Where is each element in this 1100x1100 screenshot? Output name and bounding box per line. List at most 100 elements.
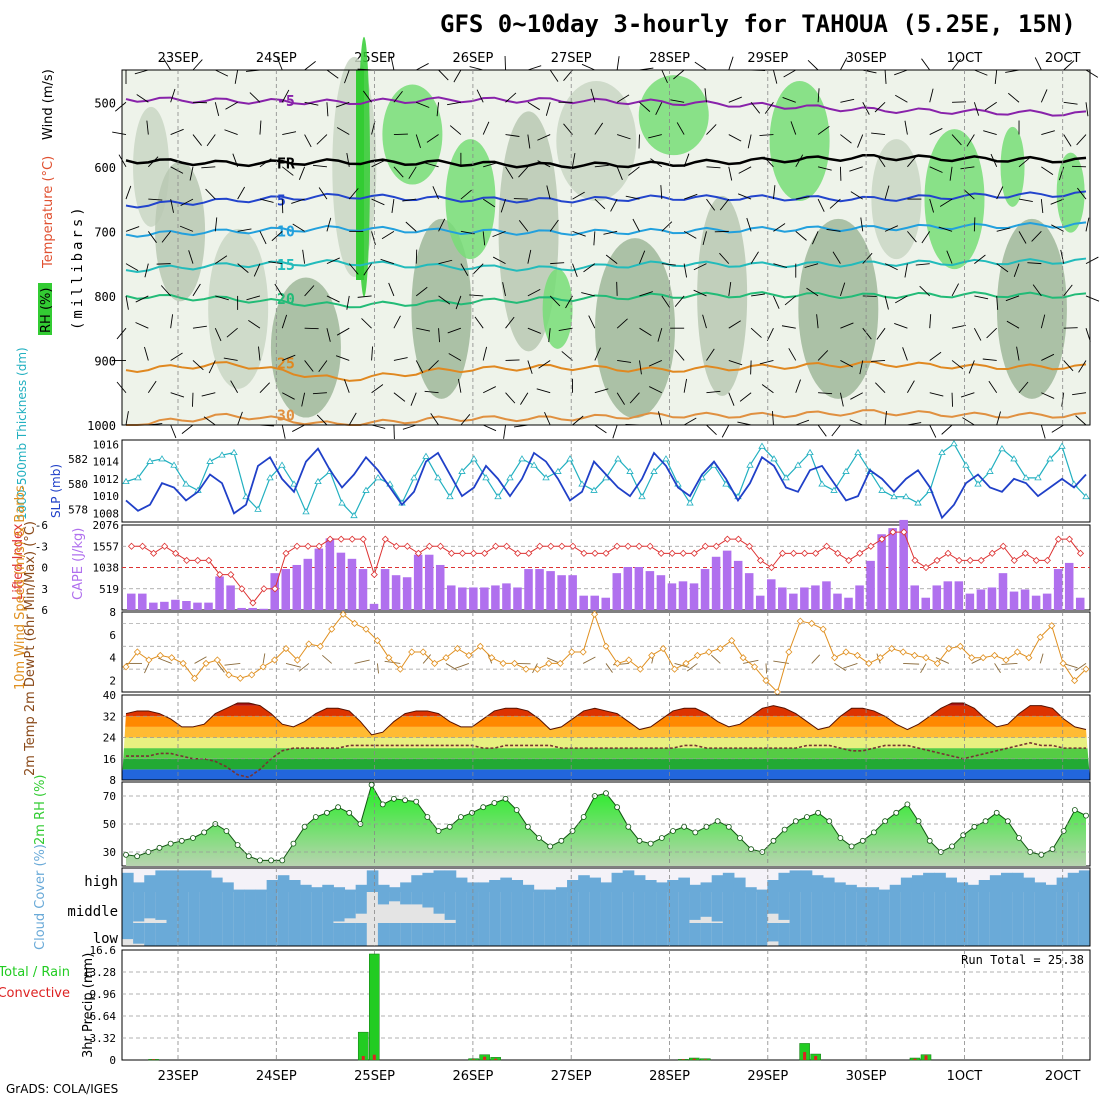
thickness-point xyxy=(206,457,214,464)
wind10m-point xyxy=(191,674,199,682)
wind-barb xyxy=(628,166,640,176)
cloud-cell xyxy=(177,870,190,892)
li-point xyxy=(635,542,643,550)
li-point xyxy=(1021,549,1029,557)
date-tick-label-bottom: 23SEP xyxy=(158,1069,199,1084)
cloud-high xyxy=(122,870,1091,892)
rh2m-point xyxy=(469,809,475,816)
cloud-cell xyxy=(856,892,868,923)
wind-barb xyxy=(683,230,697,239)
wind-barb xyxy=(929,351,942,361)
rh2m-point xyxy=(335,804,341,811)
wind-barb xyxy=(702,231,707,246)
wind-barb xyxy=(282,392,295,400)
precip-convective-bar xyxy=(703,1059,707,1060)
wind-barb xyxy=(179,225,194,232)
series-slp xyxy=(125,447,1087,520)
rh2m-point xyxy=(692,829,699,836)
wind-barb xyxy=(237,263,249,273)
cape-bar xyxy=(402,577,412,610)
wind-barb xyxy=(572,152,576,167)
rh2m-point xyxy=(982,818,989,825)
wind-barb xyxy=(192,325,207,329)
cape-bar xyxy=(458,587,467,610)
wind-barb xyxy=(206,134,216,147)
wind-barb xyxy=(996,295,999,310)
cloud-cell xyxy=(411,892,423,905)
date-tick-label-bottom: 24SEP xyxy=(256,1069,297,1084)
wind-barb xyxy=(1018,231,1027,244)
wind-barb xyxy=(594,122,604,135)
rh2m-point xyxy=(826,818,833,825)
cape-bar xyxy=(722,550,732,610)
li-point xyxy=(227,571,235,579)
temp-band xyxy=(122,748,1090,759)
wind10m-barb xyxy=(194,656,207,664)
wind-barb xyxy=(144,263,149,278)
wind-barb xyxy=(447,327,462,334)
cloud-cell xyxy=(144,875,156,892)
li-point xyxy=(745,542,754,550)
cloud-cell xyxy=(466,882,479,892)
wind-barb xyxy=(344,379,350,393)
thickness-point xyxy=(278,461,286,468)
wind-barb xyxy=(594,164,609,168)
li-point xyxy=(161,542,169,550)
wind-barb xyxy=(588,315,596,329)
li-point xyxy=(701,542,709,550)
wind-barb xyxy=(795,196,810,200)
cloud-cell xyxy=(300,923,312,946)
precip-convective-bar xyxy=(372,1054,376,1060)
wind10m-point xyxy=(133,648,141,656)
cape-bar xyxy=(568,575,577,610)
thickness-point xyxy=(230,448,238,456)
wind-barb xyxy=(766,327,774,341)
thickness-point xyxy=(782,474,790,481)
wind-barb xyxy=(629,392,640,404)
wind-barb xyxy=(112,131,127,135)
thickness-point xyxy=(974,480,982,487)
rh2m-point xyxy=(234,842,241,848)
li-point xyxy=(183,556,191,564)
wind-barb xyxy=(781,325,796,329)
wind-barb xyxy=(505,166,514,179)
footer-credit: GrADS: COLA/IGES xyxy=(6,1082,119,1096)
li-point xyxy=(1032,556,1040,564)
wind-barb xyxy=(795,379,801,393)
cape-bar xyxy=(447,585,456,610)
cloud-cell xyxy=(845,884,857,892)
thickness-point xyxy=(182,480,190,487)
wind10m-point xyxy=(831,654,839,662)
pressure-tick-label: 900 xyxy=(94,354,116,368)
wind-barb xyxy=(482,121,490,135)
wind10m-barb xyxy=(422,654,431,664)
cloud-cell xyxy=(689,884,702,892)
cape-bar xyxy=(469,587,478,610)
cape-bar xyxy=(259,608,268,610)
wind-barb xyxy=(683,417,697,426)
wind-barb xyxy=(674,349,685,361)
rh-blob xyxy=(769,81,830,201)
wind-barb xyxy=(996,186,1004,200)
wind-barb xyxy=(292,223,305,232)
precip-legend-convective: Convective xyxy=(0,986,70,1001)
thickness-point xyxy=(998,445,1006,452)
cloud-cell xyxy=(344,923,357,946)
wind10m-barb xyxy=(157,657,172,664)
cape-bar xyxy=(1075,597,1085,610)
wind-barb xyxy=(1085,102,1089,117)
wind-barb xyxy=(558,327,573,332)
cloud-cell xyxy=(266,892,279,923)
cloud-cell xyxy=(1034,923,1046,946)
thickness-point xyxy=(806,448,814,456)
thickness-axis-label: 1000-500mb Thickness (dm) xyxy=(15,347,29,520)
thickness-point xyxy=(158,455,166,462)
wind-barb xyxy=(125,185,132,200)
cloud-cell xyxy=(300,884,312,892)
thickness-point xyxy=(446,492,454,500)
wind-barb xyxy=(205,188,216,200)
precip-convective-bar xyxy=(483,1056,487,1060)
rh2m-point xyxy=(737,835,743,841)
wind-barb xyxy=(921,58,931,71)
